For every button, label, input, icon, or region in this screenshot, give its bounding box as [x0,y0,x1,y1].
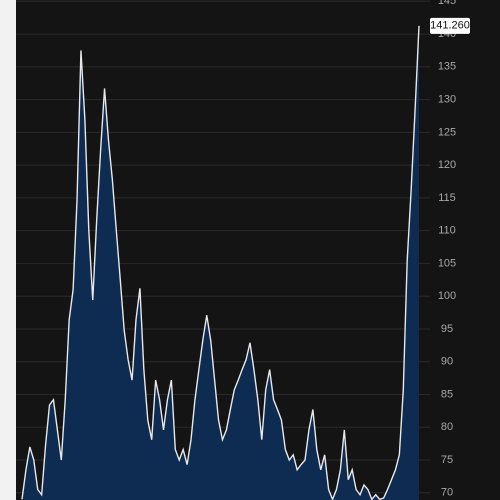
y-tick-label: 110 [438,225,456,237]
area [22,25,419,500]
y-tick-label: 75 [441,454,453,466]
left-margin [0,0,16,500]
y-tick-label: 145 [438,0,456,7]
y-tick-label: 85 [441,388,453,400]
y-tick-label: 120 [438,159,456,171]
last-value-label: 141.260 [430,20,470,32]
y-tick-label: 95 [441,323,453,335]
line [21,25,420,500]
y-tick-label: 130 [438,94,456,106]
y-tick-label: 90 [441,356,453,368]
y-tick-label: 70 [441,487,453,499]
last-value-box [430,17,470,34]
y-tick-label: 125 [438,126,456,138]
y-tick-label: 80 [441,421,453,433]
y-tick-label: 115 [438,192,456,204]
y-tick-label: 135 [438,61,456,73]
y-tick-label: 105 [438,257,456,269]
y-tick-label: 100 [438,290,456,302]
